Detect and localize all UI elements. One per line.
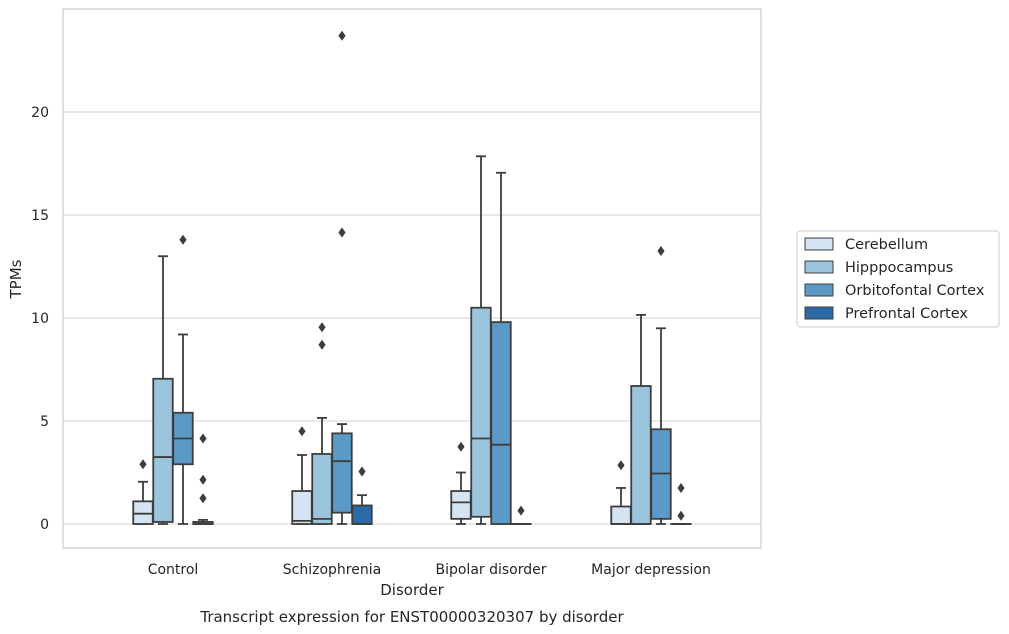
y-tick-label: 5 <box>40 414 49 430</box>
outlier-point <box>318 322 326 333</box>
box-group <box>351 466 373 525</box>
box-group <box>132 459 154 525</box>
box-group <box>152 255 174 525</box>
legend-label: Cerebellum <box>845 237 928 253</box>
box <box>311 453 333 525</box>
box-group <box>192 433 214 525</box>
x-tick-labels: Control Schizophrenia Bipolar disorder Majo… <box>148 562 711 578</box>
outlier-point <box>338 227 346 238</box>
outlier-point <box>617 460 625 471</box>
y-tick-label: 15 <box>31 208 49 224</box>
outlier-point <box>358 466 366 477</box>
box-group <box>650 246 672 525</box>
x-tick-label: Bipolar disorder <box>435 562 546 578</box>
outlier-point <box>298 426 306 437</box>
x-tick-label: Schizophrenia <box>283 562 381 578</box>
legend-swatch <box>804 306 834 320</box>
legend-frame <box>796 230 1000 328</box>
box-group <box>331 30 353 525</box>
box <box>152 377 174 523</box>
outlier-point <box>318 339 326 350</box>
outlier-point <box>457 441 465 452</box>
y-tick-label: 20 <box>31 105 49 121</box>
outlier-point <box>517 505 525 516</box>
y-tick-label: 0 <box>40 517 49 533</box>
chart-caption: Transcript expression for ENST0000032030… <box>199 608 624 626</box>
y-axis-label: TPMs <box>7 259 25 299</box>
box <box>470 306 492 518</box>
plot-frame <box>62 8 762 549</box>
outlier-point <box>199 474 207 485</box>
box <box>132 500 154 525</box>
legend-label: Prefrontal Cortex <box>845 306 968 322</box>
legend-swatch <box>804 260 834 274</box>
box <box>490 321 512 525</box>
box <box>450 490 472 520</box>
outlier-point <box>338 30 346 41</box>
box-group <box>450 441 472 525</box>
box-group <box>510 505 532 525</box>
y-tick-labels: 0 5 10 15 20 <box>31 105 49 533</box>
y-tick-label: 10 <box>31 311 49 327</box>
box <box>331 432 353 514</box>
outlier-point <box>139 459 147 470</box>
x-tick-label: Control <box>148 562 199 578</box>
outlier-point <box>199 433 207 444</box>
x-tick-label: Major depression <box>591 562 711 578</box>
outlier-point <box>677 482 685 493</box>
legend: Cerebellum Hipppocampus Orbitofontal Corte… <box>796 230 1000 328</box>
legend-label: Orbitofontal Cortex <box>845 283 985 299</box>
box-group <box>670 482 692 525</box>
box-plots <box>132 30 692 525</box>
box-group <box>490 171 512 525</box>
legend-swatch <box>804 283 834 297</box>
outlier-point <box>657 246 665 257</box>
outlier-point <box>199 493 207 504</box>
outlier-point <box>179 234 187 245</box>
box <box>630 385 652 525</box>
box <box>351 504 373 525</box>
x-axis-label: Disorder <box>380 581 444 599</box>
legend-label: Hipppocampus <box>845 260 953 276</box>
box-group <box>172 234 194 525</box>
box <box>610 505 632 525</box>
box <box>291 490 313 525</box>
legend-swatch <box>804 237 834 251</box>
outlier-point <box>677 510 685 521</box>
